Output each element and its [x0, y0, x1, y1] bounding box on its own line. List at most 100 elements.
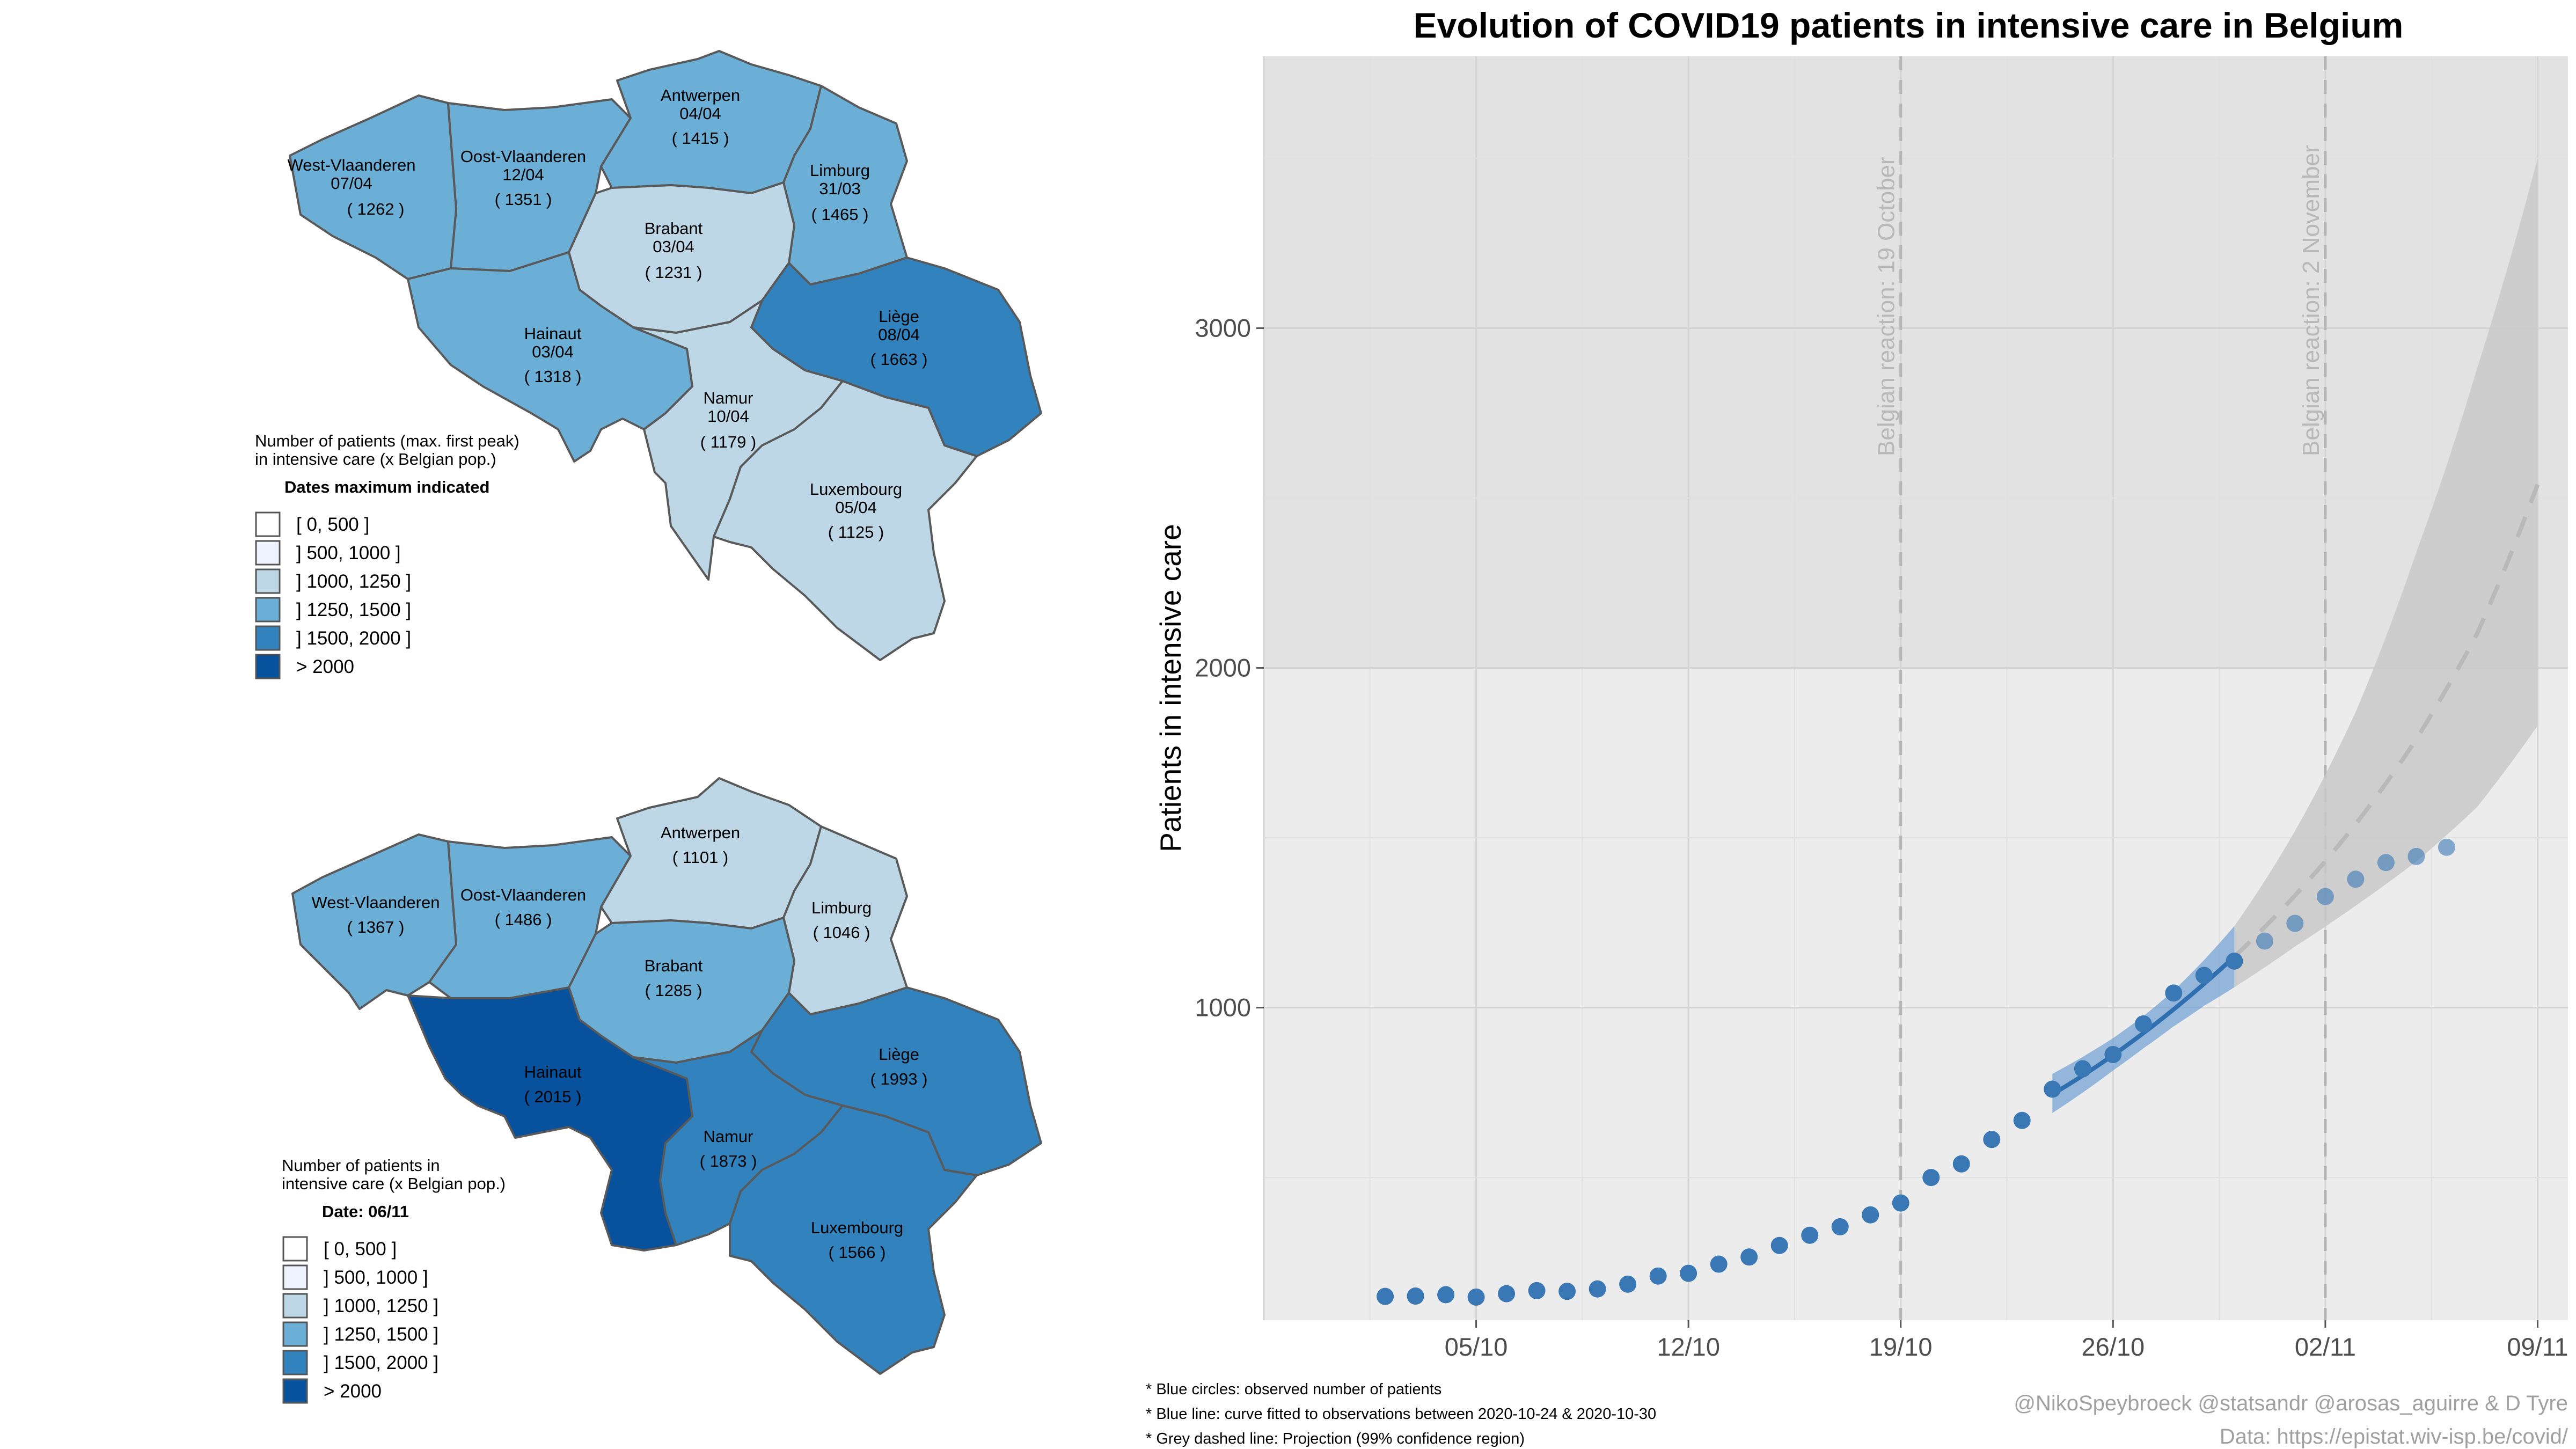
province-name: Liège	[879, 1045, 919, 1064]
province-value: ( 1125 )	[828, 523, 884, 541]
province-value: ( 1231 )	[645, 263, 702, 282]
label-west-vlaanderen: West-Vlaanderen 07/04 ( 1262 )	[288, 156, 416, 218]
observed-point	[2195, 967, 2213, 984]
observed-point	[1498, 1285, 1516, 1302]
observed-point	[1710, 1255, 1728, 1273]
x-tick-label: 26/10	[2082, 1333, 2145, 1361]
observed-point	[1649, 1267, 1667, 1285]
chart-title: Evolution of COVID19 patients in intensi…	[1414, 5, 2404, 45]
label-liege: Liège ( 1993 )	[870, 1045, 928, 1088]
legend-swatch	[255, 568, 281, 594]
peak-date: 03/04	[532, 342, 574, 361]
legend-title: Number of patients in	[282, 1156, 440, 1175]
legend-title: intensive care (x Belgian pop.)	[282, 1174, 506, 1193]
province-value: ( 1262 )	[347, 200, 405, 218]
peak-date: 08/04	[878, 325, 920, 344]
label-antwerpen: Antwerpen ( 1101 )	[661, 823, 740, 867]
legend-title: in intensive care (x Belgian pop.)	[255, 450, 496, 469]
peak-date: 07/04	[331, 174, 372, 193]
legend-label: ] 1500, 2000 ]	[324, 1352, 438, 1373]
peak-date: 12/04	[502, 165, 544, 184]
observed-point	[1437, 1286, 1455, 1304]
observed-point	[1801, 1226, 1819, 1244]
observed-point	[2134, 1015, 2152, 1033]
observed-point	[2074, 1060, 2091, 1078]
province-value: ( 1486 )	[495, 910, 552, 929]
label-oost-vlaanderen: Oost-Vlaanderen 12/04 ( 1351 )	[460, 147, 586, 209]
province-value: ( 1179 )	[700, 433, 757, 451]
province-name: Namur	[703, 389, 753, 407]
province-name: Brabant	[645, 219, 703, 238]
province-name: Liège	[879, 307, 919, 326]
x-tick-label: 02/11	[2295, 1333, 2356, 1361]
credit-authors: @NikoSpeybroeck @statsandr @arosas_aguir…	[2014, 1392, 2568, 1415]
legend-swatch	[282, 1350, 308, 1375]
province-name: Hainaut	[524, 324, 582, 343]
province-luxembourg	[713, 380, 978, 661]
observed-point	[2256, 932, 2273, 950]
x-tick-label: 09/11	[2507, 1333, 2568, 1361]
observed-point	[2377, 854, 2395, 872]
legend-label: ] 1000, 1250 ]	[324, 1296, 438, 1316]
observed-point	[2165, 984, 2183, 1002]
legend-current: Number of patients in intensive care (x …	[282, 1156, 506, 1404]
observed-point	[1407, 1287, 1424, 1305]
observed-point	[2226, 952, 2243, 970]
province-value: ( 1465 )	[811, 205, 869, 224]
observed-point	[1770, 1236, 1788, 1254]
legend-swatch	[282, 1378, 308, 1404]
province-value: ( 1367 )	[347, 918, 405, 936]
label-brabant: Brabant ( 1285 )	[645, 956, 703, 1000]
province-value: ( 1873 )	[700, 1152, 757, 1170]
legend-label: > 2000	[296, 656, 354, 677]
map-first-peak: West-Vlaanderen 07/04 ( 1262 ) Oost-Vlaa…	[255, 50, 1042, 679]
observed-point	[2347, 870, 2365, 888]
legend-swatch	[255, 625, 281, 651]
grid-lines	[1263, 56, 2568, 1320]
observed-point	[2407, 847, 2425, 865]
legend-first-peak: Number of patients (max. first peak) in …	[255, 431, 519, 679]
legend-subtitle: Date: 06/11	[322, 1202, 409, 1221]
legend-swatch	[255, 597, 281, 623]
shaded-region	[1264, 56, 2568, 668]
peak-date: 10/04	[707, 407, 749, 426]
legend-label: [ 0, 500 ]	[296, 514, 369, 535]
peak-date: 04/04	[679, 104, 721, 123]
peak-date: 31/03	[819, 179, 861, 198]
province-value: ( 1663 )	[870, 350, 928, 369]
province-value: ( 1285 )	[645, 981, 702, 1000]
label-limburg: Limburg 31/03 ( 1465 )	[810, 161, 870, 224]
x-tick-label: 12/10	[1657, 1333, 1720, 1361]
observed-point	[1377, 1287, 1394, 1305]
label-hainaut: Hainaut 03/04 ( 1318 )	[524, 324, 582, 386]
label-antwerpen: Antwerpen 04/04 ( 1415 )	[661, 86, 740, 148]
legend-title: Number of patients (max. first peak)	[255, 431, 519, 450]
province-name: Namur	[703, 1127, 753, 1146]
province-name: Oost-Vlaanderen	[460, 885, 586, 904]
peak-date: 03/04	[653, 237, 694, 256]
legend-subtitle: Dates maximum indicated	[284, 478, 489, 496]
legend-label: ] 1500, 2000 ]	[296, 628, 411, 649]
province-name: West-Vlaanderen	[312, 893, 440, 912]
y-axis-title: Patients in intensive care	[1154, 524, 1187, 852]
observed-point	[1862, 1206, 1879, 1224]
legend-label: ] 500, 1000 ]	[296, 543, 401, 564]
legend-label: ] 500, 1000 ]	[324, 1267, 428, 1288]
province-value: ( 1415 )	[672, 129, 729, 148]
note-fitted: * Blue line: curve fitted to observation…	[1146, 1406, 1656, 1423]
province-value: ( 1566 )	[829, 1243, 886, 1262]
y-tick-label: 1000	[1195, 993, 1251, 1022]
province-name: Antwerpen	[661, 823, 740, 842]
legend-swatch	[255, 511, 281, 537]
observed-point	[1952, 1155, 1970, 1173]
province-name: Luxembourg	[810, 480, 902, 499]
legend-label: ] 1000, 1250 ]	[296, 571, 411, 592]
label-namur: Namur ( 1873 )	[700, 1127, 757, 1170]
observed-point	[2286, 914, 2304, 932]
label-namur: Namur 10/04 ( 1179 )	[700, 389, 757, 451]
province-oost-vlaanderen	[447, 98, 632, 272]
province-name: Antwerpen	[661, 86, 740, 105]
legend-items: [ 0, 500 ]] 500, 1000 ]] 1000, 1250 ]] 1…	[282, 1236, 438, 1404]
province-value: ( 1318 )	[524, 367, 582, 386]
